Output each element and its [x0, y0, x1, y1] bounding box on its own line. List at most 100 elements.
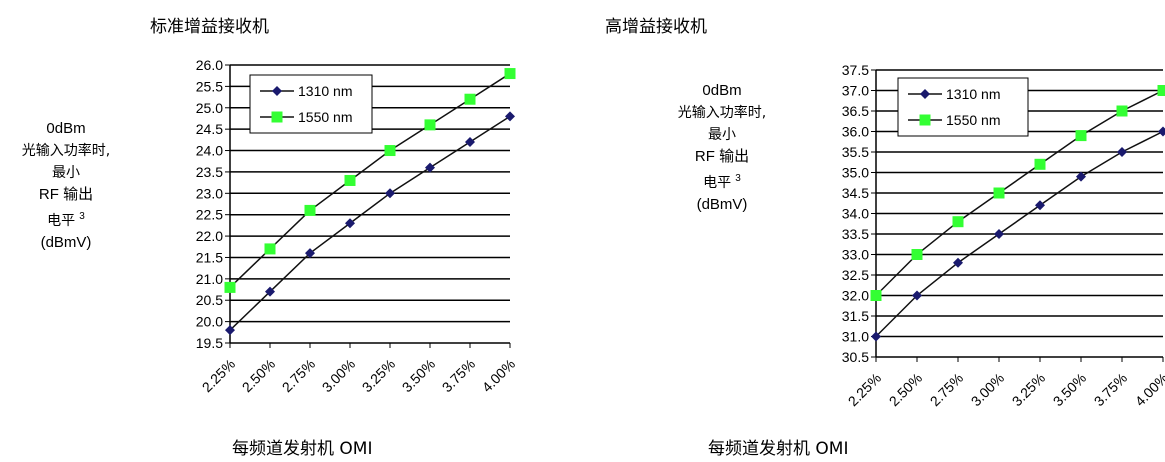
chart2-series-1-point	[871, 331, 881, 342]
chart1-y-tick-label: 25.5	[196, 78, 223, 94]
chart1-y-tick-label: 24.0	[196, 143, 223, 159]
chart1-ylabel-footnote: 3	[79, 211, 85, 222]
chart1-y-tick-label: 22.5	[196, 207, 223, 223]
chart2-x-tick-label: 3.50%	[1050, 370, 1089, 409]
chart2-series-1-point	[953, 257, 963, 268]
chart2-y-tick-label: 36.0	[842, 124, 869, 140]
chart2-y-tick-label: 34.0	[842, 206, 869, 222]
chart2-legend-marker-1	[920, 89, 930, 99]
chart2-x-tick-label: 3.00%	[968, 370, 1007, 409]
chart1-series-2-point	[424, 119, 436, 131]
chart2-legend-label-2: 1550 nm	[946, 112, 1000, 128]
chart1-y-tick-label: 24.5	[196, 121, 223, 137]
chart1-series-1-point	[225, 325, 235, 336]
chart2-legend-label-1: 1310 nm	[946, 86, 1000, 102]
chart2-title: 高增益接收机	[605, 17, 707, 37]
chart1-y-tick-label: 20.5	[196, 292, 223, 308]
chart1-y-tick-label: 26.0	[196, 57, 223, 73]
chart2-ylabel-line5: 电平	[703, 175, 732, 191]
chart1-legend	[249, 74, 373, 134]
chart1-y-tick-label: 23.5	[196, 164, 223, 180]
chart2-y-tick-label: 34.5	[842, 185, 869, 201]
chart2-y-tick-label: 31.0	[842, 329, 869, 345]
chart1-series-1-point	[505, 111, 515, 122]
chart1-legend-marker-1	[272, 86, 282, 96]
chart2-series-1-point	[1035, 200, 1045, 211]
chart2-x-tick-label: 2.50%	[886, 370, 925, 409]
chart2-series-2-point	[1157, 85, 1165, 96]
chart2-series-1-point	[912, 290, 922, 301]
chart1-ylabel-line4: RF 输出	[38, 186, 94, 203]
chart2-y-tick-label: 31.5	[842, 308, 869, 324]
chart1-series-2-point	[344, 174, 356, 186]
chart1-y-tick-label: 22.0	[196, 228, 223, 244]
chart2-y-tick-label: 36.5	[842, 103, 869, 119]
chart2-x-tick-label: 3.25%	[1009, 370, 1048, 409]
chart1-legend-marker-2	[271, 111, 283, 123]
chart2-y-tick-label: 30.5	[842, 349, 869, 365]
chart2-legend-marker-2	[919, 114, 931, 126]
chart2-y-tick-label: 35.5	[842, 144, 869, 160]
chart1-series-1-point	[305, 248, 315, 259]
chart2-series-1-line	[875, 130, 1164, 338]
chart2-y-axis-label: 0dBm 光输入功率时, 最小 RF 输出 电平 3 (dBmV)	[652, 80, 792, 216]
chart2-y-tick-label: 37.0	[842, 83, 869, 99]
chart1-series-2-line	[229, 72, 511, 288]
chart2-ylabel-line4: RF 输出	[694, 148, 750, 165]
chart1-legend-label-1: 1310 nm	[298, 83, 352, 99]
chart1-y-axis-label: 0dBm 光输入功率时, 最小 RF 输出 电平 3 (dBmV)	[0, 118, 132, 254]
chart2-series-2-point	[1116, 105, 1128, 117]
chart2-x-tick-label: 4.00%	[1132, 370, 1165, 409]
chart2-series-2-point	[952, 216, 964, 228]
chart2-series-2-point	[1034, 158, 1046, 170]
chart2-y-tick-label: 37.5	[842, 62, 869, 78]
chart2-y-tick-label: 32.5	[842, 267, 869, 283]
chart1-y-tick-label: 20.0	[196, 314, 223, 330]
chart1-series-2-point	[384, 145, 396, 157]
chart1-series-2-point	[304, 204, 316, 216]
chart2-series-1-point	[1076, 171, 1086, 182]
chart2-x-tick-label: 2.75%	[927, 370, 966, 409]
chart1-series-2-point	[504, 68, 516, 80]
chart2-series-2-point	[911, 249, 923, 260]
chart2-ylabel-line6: (dBmV)	[696, 196, 748, 213]
chart1-x-axis-title: 每频道发射机 OMI	[232, 439, 373, 459]
chart1-series-2-point	[264, 243, 276, 255]
chart2-x-axis-title: 每频道发射机 OMI	[708, 439, 849, 459]
chart1-y-tick-label: 21.0	[196, 271, 223, 287]
chart2-series-2-line	[875, 89, 1164, 297]
chart1-series-1-point	[465, 136, 475, 147]
chart2-y-tick-label: 33.0	[842, 247, 869, 263]
chart2-ylabel-line3: 最小	[708, 127, 736, 143]
chart2-series-1-point	[1158, 126, 1165, 137]
chart1-series-2-point	[464, 93, 476, 105]
chart1-title: 标准增益接收机	[150, 17, 269, 37]
chart2-y-tick-label: 32.0	[842, 288, 869, 304]
chart1-y-tick-label: 19.5	[196, 335, 223, 351]
chart1-y-tick-label: 21.5	[196, 249, 223, 265]
chart1-series-1-line	[229, 115, 511, 331]
chart1-series-2-point	[224, 281, 236, 293]
chart2-series-2-point	[870, 290, 882, 301]
chart2-series-2-point	[993, 187, 1005, 199]
chart2-ylabel-footnote: 3	[735, 173, 741, 184]
chart1-ylabel-line3: 最小	[52, 165, 80, 181]
chart1-ylabel-line5: 电平	[47, 213, 76, 229]
chart1-ylabel-line2: 光输入功率时,	[21, 143, 111, 159]
chart2-legend	[897, 77, 1029, 137]
chart1-series-1-point	[345, 218, 355, 229]
chart2-ylabel-line1: 0dBm	[702, 82, 742, 99]
chart2-series-2-point	[1075, 130, 1087, 142]
chart1-y-tick-label: 25.0	[196, 100, 223, 116]
chart1-ylabel-line6: (dBmV)	[40, 234, 92, 251]
chart1-series-1-point	[385, 188, 395, 199]
chart2-y-tick-label: 33.5	[842, 226, 869, 242]
chart2-x-tick-label: 2.25%	[845, 370, 884, 409]
chart2-series-1-point	[994, 229, 1004, 239]
chart2-y-tick-label: 35.0	[842, 165, 869, 181]
chart1-y-tick-label: 23.0	[196, 185, 223, 201]
chart1-series-1-point	[425, 162, 435, 173]
chart1-ylabel-line1: 0dBm	[46, 120, 86, 137]
